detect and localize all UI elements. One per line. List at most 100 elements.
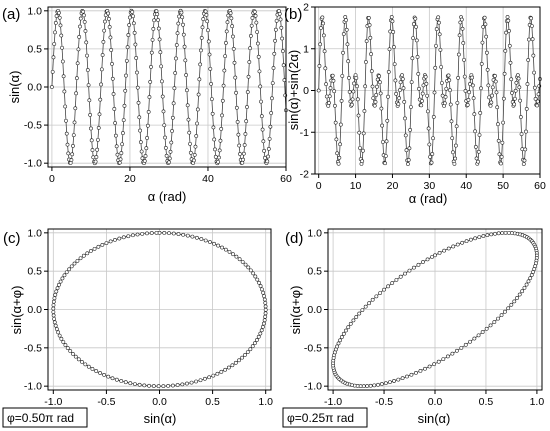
data-point (489, 232, 494, 237)
data-point (434, 27, 439, 31)
data-point (243, 262, 248, 267)
data-point (335, 344, 340, 349)
data-point (433, 65, 438, 70)
data-point (457, 33, 462, 38)
data-point (374, 294, 379, 299)
data-point (52, 320, 57, 325)
data-point (53, 292, 58, 297)
data-point (343, 15, 348, 19)
data-point (98, 97, 103, 102)
data-point (462, 57, 466, 62)
data-point (111, 92, 116, 96)
data-point (408, 128, 413, 132)
data-point (384, 139, 389, 144)
data-point (403, 271, 407, 276)
panel-c-xlabel: sin(α) (144, 411, 177, 426)
data-point (176, 21, 181, 26)
data-point (149, 64, 153, 69)
data-point (421, 260, 425, 264)
data-point (324, 82, 328, 87)
data-point (57, 333, 62, 338)
data-point (496, 231, 501, 236)
data-point (322, 49, 327, 54)
data-point (140, 231, 145, 236)
data-point (333, 103, 337, 108)
panel-b-xtick: 50 (497, 180, 509, 192)
data-point (192, 152, 197, 157)
data-point (351, 318, 356, 323)
data-point (505, 15, 510, 19)
data-point (64, 131, 69, 136)
data-point (240, 160, 245, 165)
data-point (92, 246, 97, 251)
data-point (250, 344, 255, 349)
panel-d-xlabel: sin(α) (418, 411, 451, 426)
data-point (172, 86, 177, 91)
data-point (529, 16, 534, 21)
data-point (85, 68, 90, 72)
data-point (160, 79, 164, 84)
data-point (396, 377, 401, 382)
data-point (51, 310, 56, 314)
data-point (344, 27, 349, 32)
data-point (156, 18, 160, 22)
data-point (170, 129, 174, 133)
data-point (140, 156, 145, 161)
panel-a-ylabel: sin(α) (7, 71, 22, 104)
panel-c: (c) -1.0 -0.5 0.0 0.5 1.0 -1.0 -0.5 0.0 … (2, 227, 273, 428)
data-point (89, 126, 93, 131)
panel-b-xlabel: α (rad) (409, 191, 448, 206)
data-point (179, 10, 184, 15)
data-point (212, 137, 217, 142)
data-point (280, 49, 285, 54)
data-point (149, 50, 154, 55)
data-point (162, 231, 167, 235)
data-point (377, 74, 382, 79)
panel-c-xtick: 1.0 (258, 396, 273, 408)
data-point (468, 339, 473, 344)
data-point (367, 23, 372, 27)
data-point (383, 154, 388, 158)
data-point (477, 133, 482, 137)
data-point (379, 382, 384, 386)
data-point (484, 34, 489, 39)
data-point (242, 143, 247, 147)
panel-b-label: (b) (284, 6, 302, 23)
panel-a: (a) 0 20 40 60 -1.0 -0.5 0.0 0.5 1.0 α (… (2, 5, 292, 204)
data-point (223, 247, 228, 252)
data-point (425, 257, 430, 262)
data-point (65, 142, 70, 147)
data-point (163, 135, 167, 140)
data-point (423, 366, 427, 371)
data-point (132, 30, 137, 35)
data-point (351, 89, 356, 94)
data-point (532, 70, 537, 75)
data-point (180, 15, 185, 20)
data-point (360, 308, 365, 313)
data-point (90, 367, 95, 371)
data-point (209, 97, 214, 101)
data-point (449, 119, 454, 124)
data-point (358, 384, 363, 389)
data-point (463, 342, 468, 347)
panel-a-ytick: 1.0 (27, 5, 42, 17)
data-point (86, 83, 91, 88)
data-point (88, 113, 93, 117)
data-point (180, 382, 185, 387)
data-point (434, 43, 438, 48)
data-point (496, 122, 500, 127)
data-point (127, 23, 132, 27)
data-point (354, 76, 359, 80)
data-point (251, 271, 256, 276)
data-point (385, 118, 390, 123)
data-point (261, 321, 266, 326)
data-point (233, 360, 238, 365)
data-point (417, 86, 421, 91)
data-point (272, 51, 277, 56)
data-point (400, 73, 404, 78)
data-point (71, 133, 76, 138)
panel-c-xtick: 0.0 (152, 396, 167, 408)
data-point (128, 15, 132, 20)
data-point (348, 321, 353, 326)
data-point (211, 373, 216, 378)
